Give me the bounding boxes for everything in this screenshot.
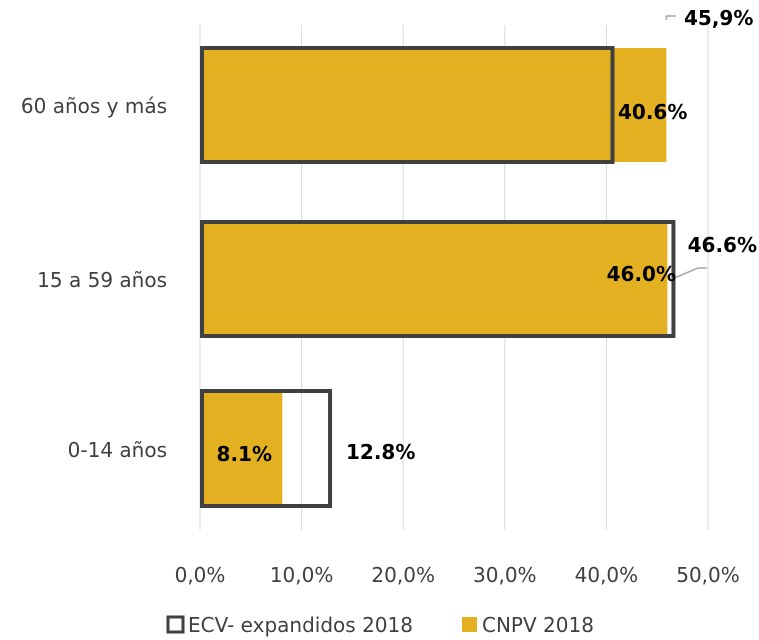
data-label: 45,9% <box>684 6 753 30</box>
leader-lines <box>665 15 707 281</box>
bar-cnpv <box>200 48 667 162</box>
category-label: 15 a 59 años <box>37 268 167 292</box>
legend-label-ecv: ECV- expandidos 2018 <box>188 613 413 637</box>
category-label: 0-14 años <box>68 438 167 462</box>
x-tick-label: 0,0% <box>175 563 226 587</box>
leader-line <box>669 267 707 281</box>
data-label: 46.6% <box>688 233 757 257</box>
bar-cnpv <box>200 391 283 506</box>
data-label: 8.1% <box>217 442 272 466</box>
data-label: 12.8% <box>346 440 415 464</box>
bar-cnpv <box>200 222 668 336</box>
legend-label-cnpv: CNPV 2018 <box>482 613 594 637</box>
data-label: 46.0% <box>607 262 676 286</box>
legend-swatch-ecv <box>166 615 185 634</box>
x-tick-label: 20,0% <box>371 563 435 587</box>
bar-ecv <box>200 389 333 508</box>
category-labels: 60 años y más 15 a 59 años 0-14 años <box>21 94 167 462</box>
x-tick-label: 50,0% <box>676 563 740 587</box>
x-tick-label: 10,0% <box>270 563 334 587</box>
category-label: 60 años y más <box>21 94 167 118</box>
legend: ECV- expandidos 2018 CNPV 2018 <box>166 613 594 637</box>
cnpv-bars <box>200 48 668 506</box>
bar-ecv <box>200 46 615 164</box>
x-tick-label: 30,0% <box>473 563 537 587</box>
leader-line <box>665 15 676 20</box>
x-axis-tick-labels: 0,0% 10,0% 20,0% 30,0% 40,0% 50,0% <box>175 563 740 587</box>
data-labels: 45,9% 40.6% 46.6% 46.0% 8.1% 12.8% <box>217 6 757 466</box>
x-tick-label: 40,0% <box>575 563 639 587</box>
legend-swatch-cnpv <box>462 617 477 632</box>
data-label: 40.6% <box>618 100 687 124</box>
